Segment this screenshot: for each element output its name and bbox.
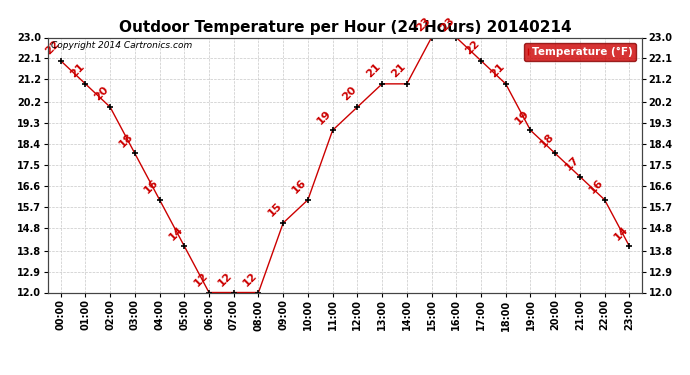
Text: 16: 16 (290, 177, 308, 196)
Text: 15: 15 (266, 201, 284, 219)
Text: 14: 14 (612, 224, 630, 242)
Text: 21: 21 (365, 62, 383, 80)
Text: 23: 23 (414, 15, 432, 33)
Text: 21: 21 (68, 62, 86, 80)
Text: 16: 16 (142, 177, 160, 196)
Text: 22: 22 (43, 39, 61, 57)
Text: 12: 12 (217, 270, 235, 288)
Text: 17: 17 (562, 154, 580, 172)
Text: 14: 14 (167, 224, 185, 242)
Text: 19: 19 (513, 108, 531, 126)
Text: 18: 18 (117, 131, 135, 149)
Text: 18: 18 (538, 131, 556, 149)
Text: 21: 21 (389, 62, 408, 80)
Text: 19: 19 (315, 108, 333, 126)
Legend: Temperature (°F): Temperature (°F) (524, 43, 636, 61)
Text: Copyright 2014 Cartronics.com: Copyright 2014 Cartronics.com (51, 41, 193, 50)
Text: 20: 20 (340, 85, 358, 103)
Text: 22: 22 (464, 39, 482, 57)
Text: 12: 12 (241, 270, 259, 288)
Title: Outdoor Temperature per Hour (24 Hours) 20140214: Outdoor Temperature per Hour (24 Hours) … (119, 20, 571, 35)
Text: 12: 12 (192, 270, 210, 288)
Text: 21: 21 (489, 62, 506, 80)
Text: 23: 23 (439, 15, 457, 33)
Text: 20: 20 (93, 85, 111, 103)
Text: 16: 16 (587, 177, 605, 196)
